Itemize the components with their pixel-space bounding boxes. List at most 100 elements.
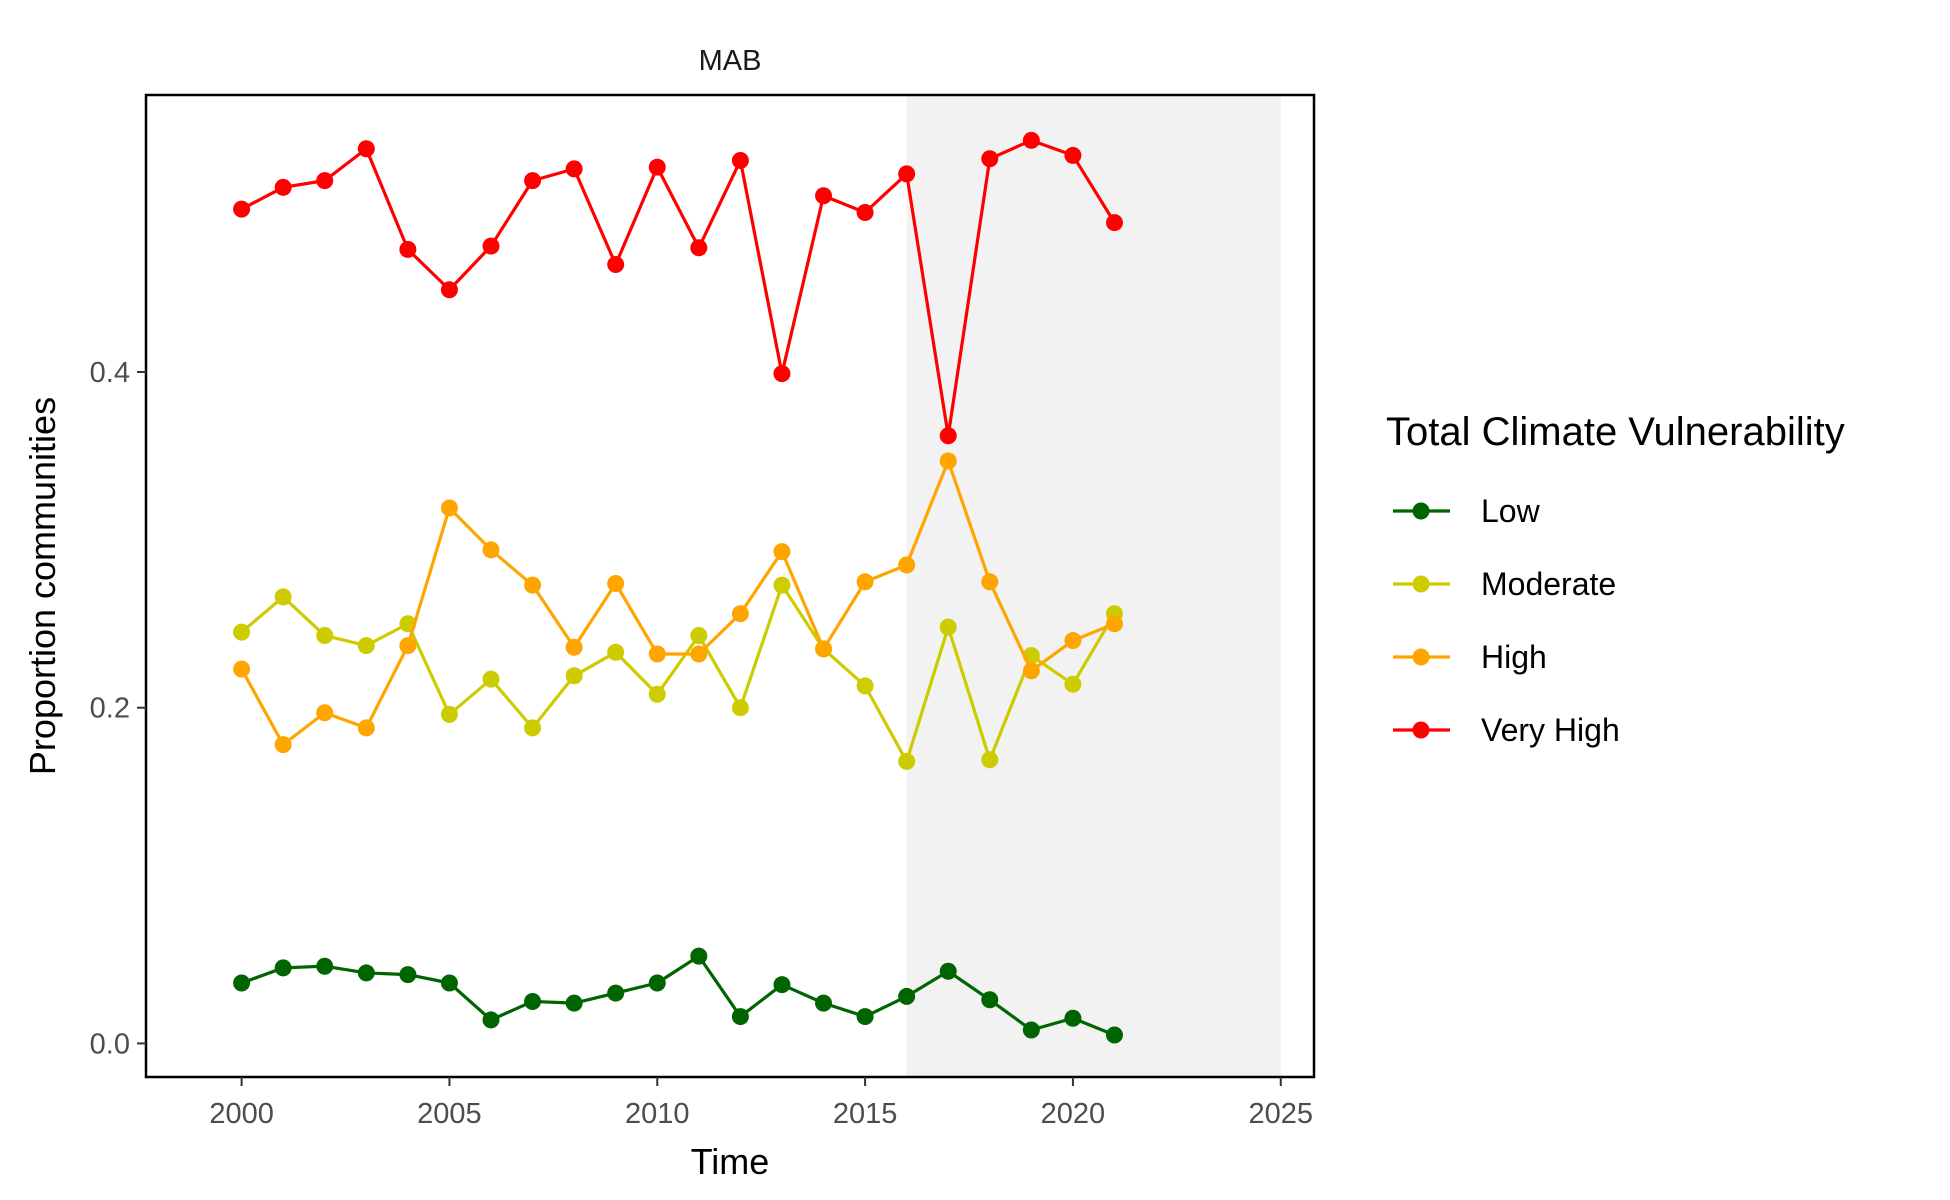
data-point-moderate	[607, 644, 624, 661]
data-point-high	[1023, 662, 1040, 679]
data-point-high	[857, 573, 874, 590]
data-point-low	[1023, 1021, 1040, 1038]
data-point-high	[732, 605, 749, 622]
data-point-high	[399, 637, 416, 654]
data-point-high	[275, 736, 292, 753]
data-point-high	[566, 639, 583, 656]
data-point-moderate	[1064, 676, 1081, 693]
data-point-very-high	[1023, 132, 1040, 149]
x-tick-label: 2015	[833, 1098, 898, 1130]
data-point-low	[441, 974, 458, 991]
data-point-high	[981, 573, 998, 590]
data-point-high	[690, 645, 707, 662]
data-point-moderate	[233, 624, 250, 641]
data-point-moderate	[275, 588, 292, 605]
legend-label-moderate: Moderate	[1481, 566, 1616, 602]
data-point-low	[233, 974, 250, 991]
data-point-high	[815, 640, 832, 657]
data-point-low	[898, 988, 915, 1005]
data-point-very-high	[649, 159, 666, 176]
data-point-low	[815, 995, 832, 1012]
y-axis-title: Proportion communities	[22, 397, 63, 775]
data-point-very-high	[441, 281, 458, 298]
data-point-high	[316, 704, 333, 721]
data-point-moderate	[482, 671, 499, 688]
data-point-low	[773, 976, 790, 993]
data-point-low	[566, 995, 583, 1012]
data-point-low	[732, 1008, 749, 1025]
data-point-moderate	[773, 577, 790, 594]
data-point-very-high	[1106, 214, 1123, 231]
data-point-very-high	[690, 239, 707, 256]
data-point-high	[940, 452, 957, 469]
data-point-low	[940, 963, 957, 980]
data-point-low	[316, 958, 333, 975]
data-point-high	[607, 575, 624, 592]
data-point-very-high	[566, 160, 583, 177]
data-point-low	[1064, 1010, 1081, 1027]
data-point-high	[524, 577, 541, 594]
x-tick-label: 2000	[209, 1098, 274, 1130]
data-point-low	[607, 985, 624, 1002]
data-point-low	[1106, 1027, 1123, 1044]
data-point-very-high	[607, 256, 624, 273]
data-point-very-high	[399, 241, 416, 258]
data-point-low	[690, 948, 707, 965]
legend-label-high: High	[1481, 639, 1547, 675]
data-point-moderate	[940, 619, 957, 636]
legend-key-point-very-high	[1413, 722, 1430, 739]
shaded-region	[907, 95, 1281, 1077]
data-point-low	[857, 1008, 874, 1025]
legend-key-point-low	[1413, 503, 1430, 520]
data-point-low	[649, 974, 666, 991]
y-tick-label: 0.2	[90, 693, 130, 725]
data-point-very-high	[482, 238, 499, 255]
y-tick-label: 0.0	[90, 1028, 130, 1060]
data-point-high	[482, 541, 499, 558]
legend-label-low: Low	[1481, 493, 1541, 529]
data-point-moderate	[898, 753, 915, 770]
x-tick-label: 2010	[625, 1098, 690, 1130]
x-tick-label: 2005	[417, 1098, 482, 1130]
data-point-very-high	[732, 152, 749, 169]
chart-title: MAB	[699, 45, 762, 77]
data-point-very-high	[524, 172, 541, 189]
x-tick-label: 2020	[1041, 1098, 1106, 1130]
data-point-high	[649, 645, 666, 662]
data-point-moderate	[358, 637, 375, 654]
data-point-low	[482, 1011, 499, 1028]
data-point-high	[358, 719, 375, 736]
data-point-low	[275, 959, 292, 976]
y-tick-label: 0.4	[90, 357, 130, 389]
data-point-high	[1064, 632, 1081, 649]
data-point-moderate	[732, 699, 749, 716]
data-point-very-high	[898, 165, 915, 182]
data-point-high	[898, 557, 915, 574]
data-point-low	[399, 966, 416, 983]
data-point-moderate	[566, 667, 583, 684]
legend-title: Total Climate Vulnerability	[1386, 410, 1845, 454]
x-tick-label: 2025	[1248, 1098, 1313, 1130]
data-point-very-high	[815, 187, 832, 204]
data-point-moderate	[441, 706, 458, 723]
data-point-high	[441, 499, 458, 516]
data-point-very-high	[981, 150, 998, 167]
data-point-very-high	[358, 140, 375, 157]
data-point-very-high	[940, 427, 957, 444]
data-point-moderate	[316, 627, 333, 644]
data-point-very-high	[857, 204, 874, 221]
data-point-very-high	[773, 365, 790, 382]
data-point-moderate	[857, 677, 874, 694]
data-point-very-high	[316, 172, 333, 189]
data-point-very-high	[233, 201, 250, 218]
data-point-high	[233, 661, 250, 678]
data-point-moderate	[524, 719, 541, 736]
data-point-low	[358, 964, 375, 981]
legend-label-very-high: Very High	[1481, 712, 1620, 748]
data-point-moderate	[649, 686, 666, 703]
data-point-moderate	[981, 751, 998, 768]
legend-key-point-high	[1413, 649, 1430, 666]
data-point-moderate	[690, 627, 707, 644]
